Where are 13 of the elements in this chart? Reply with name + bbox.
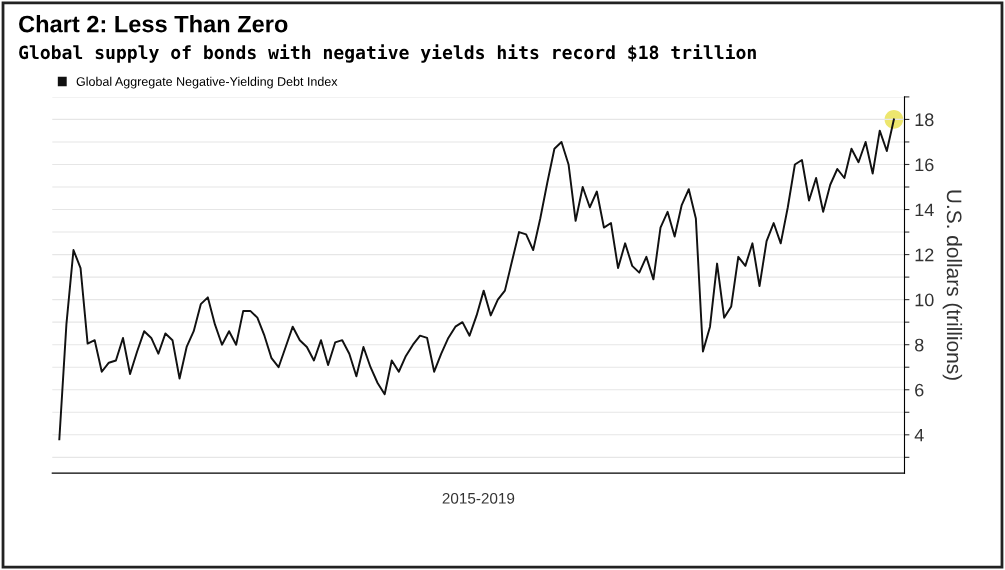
y-axis-title: U.S. dollars (trillions) [942,190,963,380]
y-tick-label: 8 [915,338,924,352]
x-axis-title: 2015-2019 [442,492,515,504]
y-tick-label: 18 [915,113,934,127]
legend-label: Global Aggregate Negative-Yielding Debt Index [76,76,338,89]
y-tick-label: 12 [915,248,934,262]
y-tick-label: 4 [914,428,924,442]
chart-subtitle: Global supply of bonds with negative yields hits record $18 trillion [19,44,756,63]
y-tick-label: 14 [915,203,934,217]
y-tick-label: 6 [915,383,924,397]
y-tick-label: 10 [915,293,934,307]
y-tick-label: 16 [915,158,934,172]
chart-title: Chart 2: Less Than Zero [19,15,288,33]
